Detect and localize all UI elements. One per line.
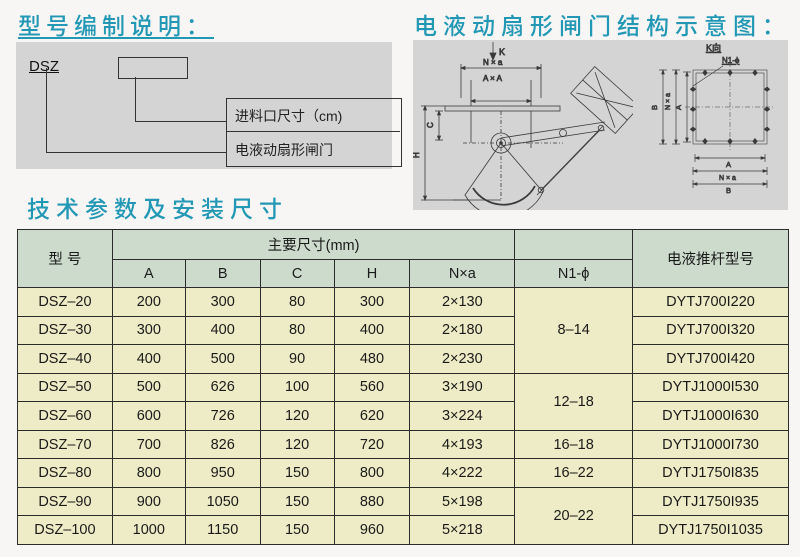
svg-text:H: H bbox=[413, 152, 421, 158]
svg-text:A: A bbox=[674, 105, 683, 110]
svg-text:K向: K向 bbox=[706, 42, 721, 53]
svg-text:N × a: N × a bbox=[483, 58, 503, 67]
svg-text:N × a: N × a bbox=[719, 175, 736, 182]
svg-text:K: K bbox=[499, 47, 505, 57]
svg-text:N × a: N × a bbox=[665, 93, 672, 110]
svg-text:B: B bbox=[726, 186, 731, 195]
svg-text:C: C bbox=[426, 122, 435, 128]
svg-text:A × A: A × A bbox=[483, 74, 503, 83]
svg-text:B: B bbox=[650, 105, 659, 110]
svg-text:A: A bbox=[726, 160, 731, 169]
svg-text:N1-ϕ: N1-ϕ bbox=[722, 56, 740, 65]
